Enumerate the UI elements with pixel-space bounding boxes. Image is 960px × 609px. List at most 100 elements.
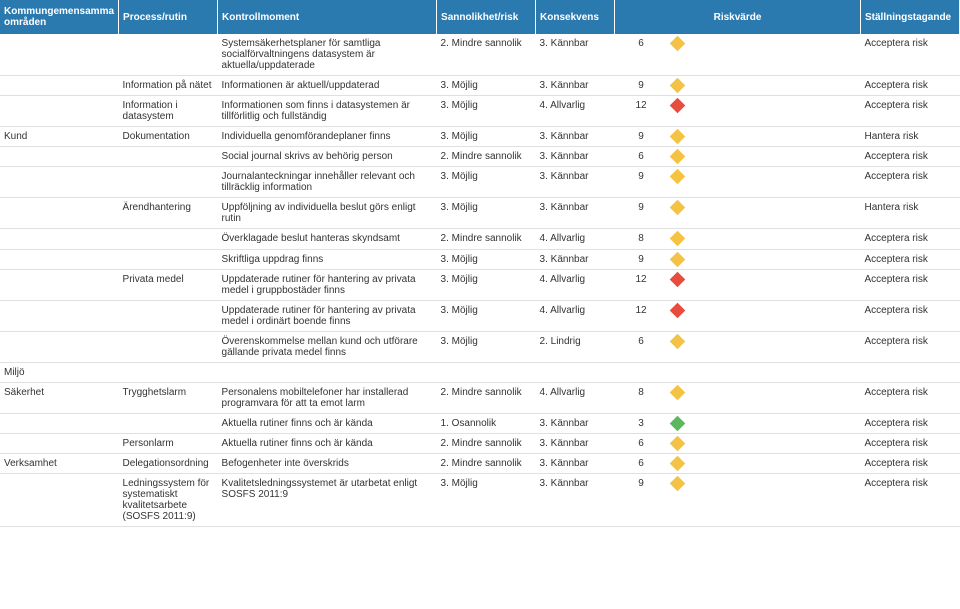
cell-swatch <box>668 76 861 96</box>
cell-konsekvens: 4. Allvarlig <box>536 96 615 127</box>
cell-konsekvens: 2. Lindrig <box>536 331 615 362</box>
cell-sannolikhet: 3. Möjlig <box>437 198 536 229</box>
cell-kontrollmoment: Individuella genomförandeplaner finns <box>218 127 437 147</box>
cell-kontrollmoment: Aktuella rutiner finns och är kända <box>218 413 437 433</box>
cell-swatch <box>668 147 861 167</box>
cell-omraden <box>0 413 119 433</box>
risk-swatch-icon <box>669 436 685 452</box>
cell-process <box>119 167 218 198</box>
cell-sannolikhet: 3. Möjlig <box>437 269 536 300</box>
risk-swatch-icon <box>669 271 685 287</box>
risk-swatch-icon <box>669 169 685 185</box>
cell-riskvarde: 8 <box>615 382 668 413</box>
header-row: Kommungemensamma områden Process/rutin K… <box>0 0 960 34</box>
table-row: Journalanteckningar innehåller relevant … <box>0 167 960 198</box>
cell-process <box>119 413 218 433</box>
cell-konsekvens: 4. Allvarlig <box>536 269 615 300</box>
cell-konsekvens: 3. Kännbar <box>536 127 615 147</box>
cell-process <box>119 147 218 167</box>
cell-konsekvens: 3. Kännbar <box>536 167 615 198</box>
cell-stallningstagande: Acceptera risk <box>861 300 960 331</box>
cell-stallningstagande: Acceptera risk <box>861 167 960 198</box>
table-row: PersonlarmAktuella rutiner finns och är … <box>0 433 960 453</box>
cell-swatch <box>668 382 861 413</box>
cell-riskvarde <box>615 362 668 382</box>
cell-swatch <box>668 362 861 382</box>
table-row: Uppdaterade rutiner för hantering av pri… <box>0 300 960 331</box>
cell-stallningstagande: Hantera risk <box>861 127 960 147</box>
cell-stallningstagande: Acceptera risk <box>861 382 960 413</box>
cell-stallningstagande: Acceptera risk <box>861 474 960 527</box>
cell-stallningstagande: Acceptera risk <box>861 147 960 167</box>
col-sannolikhet: Sannolikhet/risk <box>437 0 536 34</box>
cell-riskvarde: 6 <box>615 34 668 76</box>
cell-konsekvens: 3. Kännbar <box>536 413 615 433</box>
cell-riskvarde: 6 <box>615 453 668 473</box>
col-konsekvens: Konsekvens <box>536 0 615 34</box>
table-row: Miljö <box>0 362 960 382</box>
cell-kontrollmoment: Kvalitetsledningssystemet är utarbetat e… <box>218 474 437 527</box>
cell-sannolikhet: 3. Möjlig <box>437 76 536 96</box>
risk-swatch-icon <box>669 200 685 216</box>
cell-swatch <box>668 433 861 453</box>
cell-sannolikhet: 1. Osannolik <box>437 413 536 433</box>
cell-sannolikhet: 2. Mindre sannolik <box>437 147 536 167</box>
cell-konsekvens: 4. Allvarlig <box>536 300 615 331</box>
cell-omraden <box>0 96 119 127</box>
table-row: ÄrendhanteringUppföljning av individuell… <box>0 198 960 229</box>
cell-sannolikhet: 3. Möjlig <box>437 249 536 269</box>
cell-konsekvens: 3. Kännbar <box>536 433 615 453</box>
cell-process <box>119 300 218 331</box>
cell-riskvarde: 3 <box>615 413 668 433</box>
cell-stallningstagande: Acceptera risk <box>861 249 960 269</box>
table-row: Privata medelUppdaterade rutiner för han… <box>0 269 960 300</box>
risk-swatch-icon <box>669 36 685 52</box>
cell-kontrollmoment: Systemsäkerhetsplaner för samtliga socia… <box>218 34 437 76</box>
cell-swatch <box>668 249 861 269</box>
col-omraden: Kommungemensamma områden <box>0 0 119 34</box>
cell-stallningstagande: Acceptera risk <box>861 96 960 127</box>
table-row: Överenskommelse mellan kund och utförare… <box>0 331 960 362</box>
cell-riskvarde: 8 <box>615 229 668 249</box>
cell-omraden: Kund <box>0 127 119 147</box>
cell-stallningstagande: Acceptera risk <box>861 413 960 433</box>
cell-swatch <box>668 34 861 76</box>
cell-sannolikhet: 3. Möjlig <box>437 474 536 527</box>
table-row: KundDokumentationIndividuella genomföran… <box>0 127 960 147</box>
cell-process: Personlarm <box>119 433 218 453</box>
cell-stallningstagande: Acceptera risk <box>861 34 960 76</box>
cell-stallningstagande: Hantera risk <box>861 198 960 229</box>
cell-omraden <box>0 167 119 198</box>
cell-konsekvens: 3. Kännbar <box>536 249 615 269</box>
cell-omraden <box>0 229 119 249</box>
cell-omraden <box>0 331 119 362</box>
cell-konsekvens: 3. Kännbar <box>536 34 615 76</box>
cell-sannolikhet: 3. Möjlig <box>437 167 536 198</box>
cell-riskvarde: 9 <box>615 198 668 229</box>
cell-kontrollmoment: Uppföljning av individuella beslut görs … <box>218 198 437 229</box>
cell-konsekvens <box>536 362 615 382</box>
risk-swatch-icon <box>669 231 685 247</box>
cell-process: Information i datasystem <box>119 96 218 127</box>
cell-riskvarde: 9 <box>615 249 668 269</box>
cell-sannolikhet: 3. Möjlig <box>437 331 536 362</box>
cell-swatch <box>668 413 861 433</box>
cell-omraden <box>0 34 119 76</box>
table-row: Information på nätetInformationen är akt… <box>0 76 960 96</box>
cell-omraden: Miljö <box>0 362 119 382</box>
risk-swatch-icon <box>669 384 685 400</box>
cell-kontrollmoment: Uppdaterade rutiner för hantering av pri… <box>218 269 437 300</box>
risk-swatch-icon <box>669 456 685 472</box>
cell-omraden <box>0 198 119 229</box>
cell-kontrollmoment: Social journal skrivs av behörig person <box>218 147 437 167</box>
cell-riskvarde: 6 <box>615 331 668 362</box>
cell-stallningstagande: Acceptera risk <box>861 229 960 249</box>
cell-riskvarde: 9 <box>615 167 668 198</box>
cell-process <box>119 229 218 249</box>
risk-table: Kommungemensamma områden Process/rutin K… <box>0 0 960 527</box>
cell-process <box>119 34 218 76</box>
cell-kontrollmoment: Informationen är aktuell/uppdaterad <box>218 76 437 96</box>
col-kontrollmoment: Kontrollmoment <box>218 0 437 34</box>
cell-swatch <box>668 96 861 127</box>
cell-process: Ärendhantering <box>119 198 218 229</box>
